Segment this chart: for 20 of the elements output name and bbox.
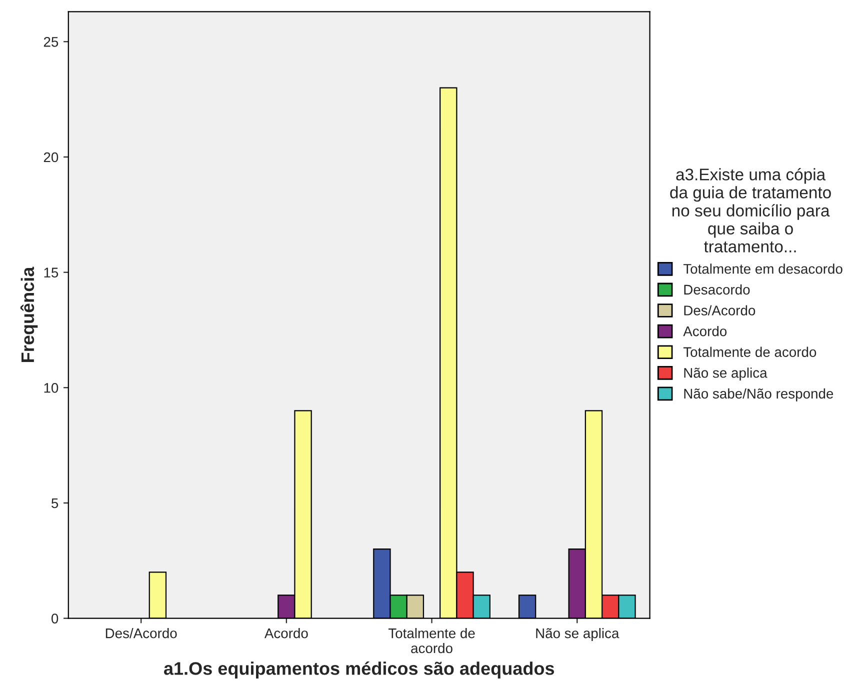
y-tick-label: 0 — [51, 614, 58, 624]
legend-label: Totalmente em desacordo — [683, 264, 842, 274]
y-tick-label: 15 — [44, 268, 58, 278]
x-tick-label: Acordo — [264, 628, 308, 638]
legend-label: Des/Acordo — [684, 305, 756, 316]
legend-label: Não sabe/Não responde — [684, 388, 834, 402]
legend-label: Não se aplica — [684, 368, 768, 381]
y-tick-label: 5 — [52, 498, 58, 508]
x-axis-title: a1.Os equipamentos médicos são adequados — [164, 661, 554, 678]
legend-title: a3.Existe uma cópia da guia de tratamento no seu domicílio para que saiba o tratamento... — [670, 168, 831, 252]
x-tick-label: Não se aplica — [536, 628, 620, 641]
y-tick-label: 20 — [44, 152, 58, 162]
legend-label: Acordo — [683, 326, 727, 336]
legend-label: Desacordo — [684, 284, 750, 295]
x-tick-label: Des/Acordo — [106, 628, 177, 638]
legend-label: Totalmente de acordo — [683, 346, 816, 357]
x-tick-label: Totalmente de acordo — [388, 628, 475, 654]
y-axis-title: Frequência — [20, 266, 38, 362]
y-tick-label: 25 — [44, 37, 58, 47]
y-tick-label: 10 — [44, 382, 58, 393]
